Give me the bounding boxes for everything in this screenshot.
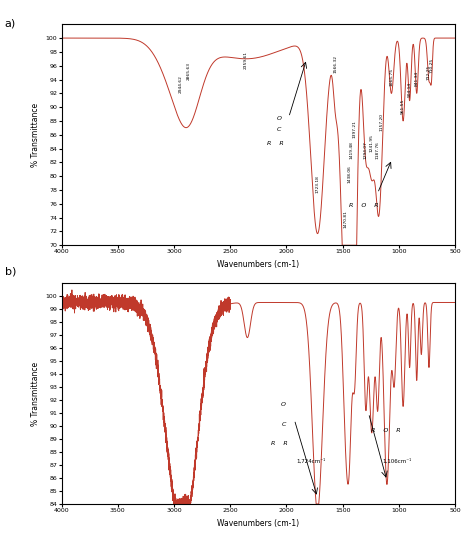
- X-axis label: Wavenumbers (cm-1): Wavenumbers (cm-1): [217, 260, 300, 269]
- Y-axis label: % Transmittance: % Transmittance: [31, 103, 40, 167]
- Text: 904.14: 904.14: [408, 81, 411, 97]
- Text: 1,724cm⁻¹: 1,724cm⁻¹: [297, 458, 326, 464]
- Text: 1470.81: 1470.81: [344, 210, 348, 228]
- X-axis label: Wavenumbers (cm-1): Wavenumbers (cm-1): [217, 519, 300, 528]
- Y-axis label: % Transmittance: % Transmittance: [31, 362, 40, 425]
- Text: O: O: [277, 115, 282, 121]
- Text: 1566.32: 1566.32: [333, 54, 337, 73]
- Text: 841.34: 841.34: [415, 71, 419, 86]
- Text: 2865.63: 2865.63: [187, 61, 191, 79]
- Text: 1419.48: 1419.48: [350, 141, 354, 159]
- Text: C: C: [273, 127, 282, 132]
- Text: 2944.62: 2944.62: [178, 75, 182, 93]
- Text: R    R: R R: [267, 141, 283, 146]
- Text: R    R: R R: [271, 441, 288, 446]
- Text: 1294.07: 1294.07: [364, 141, 368, 159]
- Text: 1241.95: 1241.95: [370, 134, 374, 152]
- Text: 1438.06: 1438.06: [347, 165, 352, 183]
- Text: 1397.21: 1397.21: [352, 120, 356, 138]
- Text: O: O: [281, 403, 286, 407]
- Text: 1,106cm⁻¹: 1,106cm⁻¹: [382, 458, 411, 464]
- Text: 1065.75: 1065.75: [390, 68, 393, 86]
- Text: 710.25: 710.25: [429, 57, 433, 73]
- Text: 1157.20: 1157.20: [379, 113, 383, 132]
- Text: a): a): [5, 19, 16, 29]
- Text: b): b): [5, 267, 16, 277]
- Text: 1187.76: 1187.76: [376, 141, 380, 159]
- Text: C: C: [278, 422, 286, 427]
- Text: 961.55: 961.55: [401, 99, 405, 114]
- Text: R    O    R: R O R: [371, 429, 400, 433]
- Text: 732.25: 732.25: [427, 64, 431, 79]
- Text: R    O    R: R O R: [349, 203, 379, 208]
- Text: 1723.18: 1723.18: [316, 176, 319, 194]
- Text: 2359.61: 2359.61: [244, 51, 248, 69]
